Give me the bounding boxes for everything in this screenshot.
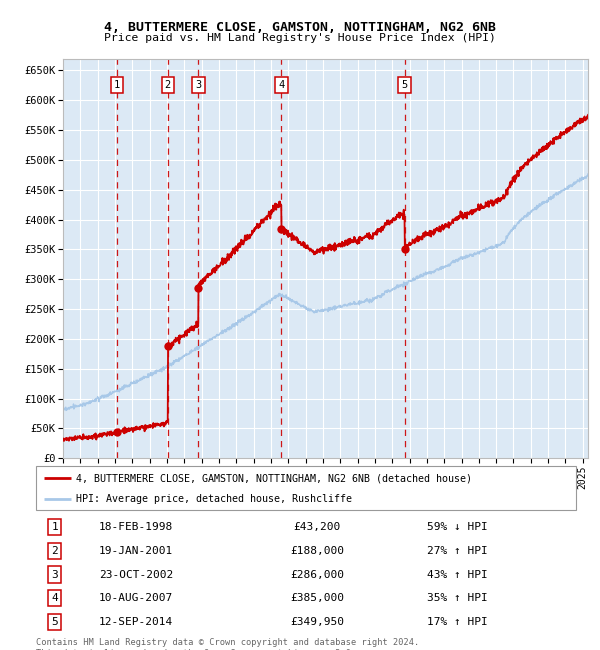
Text: 19-JAN-2001: 19-JAN-2001 bbox=[99, 546, 173, 556]
Text: 4: 4 bbox=[278, 81, 284, 90]
Text: 2: 2 bbox=[52, 546, 58, 556]
Text: £43,200: £43,200 bbox=[293, 523, 340, 532]
Text: 3: 3 bbox=[52, 569, 58, 580]
Text: 23-OCT-2002: 23-OCT-2002 bbox=[99, 569, 173, 580]
Text: 35% ↑ HPI: 35% ↑ HPI bbox=[427, 593, 488, 603]
Text: 3: 3 bbox=[195, 81, 202, 90]
Text: 4: 4 bbox=[52, 593, 58, 603]
Text: Contains HM Land Registry data © Crown copyright and database right 2024.
This d: Contains HM Land Registry data © Crown c… bbox=[36, 638, 419, 650]
FancyBboxPatch shape bbox=[36, 466, 576, 510]
Text: £349,950: £349,950 bbox=[290, 617, 344, 627]
Text: £385,000: £385,000 bbox=[290, 593, 344, 603]
Text: 59% ↓ HPI: 59% ↓ HPI bbox=[427, 523, 488, 532]
Text: 5: 5 bbox=[401, 81, 407, 90]
Text: £188,000: £188,000 bbox=[290, 546, 344, 556]
Text: 18-FEB-1998: 18-FEB-1998 bbox=[99, 523, 173, 532]
Text: 27% ↑ HPI: 27% ↑ HPI bbox=[427, 546, 488, 556]
Text: 1: 1 bbox=[114, 81, 120, 90]
Text: 43% ↑ HPI: 43% ↑ HPI bbox=[427, 569, 488, 580]
Text: HPI: Average price, detached house, Rushcliffe: HPI: Average price, detached house, Rush… bbox=[77, 494, 353, 504]
Text: 4, BUTTERMERE CLOSE, GAMSTON, NOTTINGHAM, NG2 6NB: 4, BUTTERMERE CLOSE, GAMSTON, NOTTINGHAM… bbox=[104, 21, 496, 34]
Text: 4, BUTTERMERE CLOSE, GAMSTON, NOTTINGHAM, NG2 6NB (detached house): 4, BUTTERMERE CLOSE, GAMSTON, NOTTINGHAM… bbox=[77, 473, 473, 484]
Text: £286,000: £286,000 bbox=[290, 569, 344, 580]
Text: 12-SEP-2014: 12-SEP-2014 bbox=[99, 617, 173, 627]
Text: 10-AUG-2007: 10-AUG-2007 bbox=[99, 593, 173, 603]
Text: 2: 2 bbox=[165, 81, 171, 90]
Text: 1: 1 bbox=[52, 523, 58, 532]
Text: Price paid vs. HM Land Registry's House Price Index (HPI): Price paid vs. HM Land Registry's House … bbox=[104, 33, 496, 43]
Text: 17% ↑ HPI: 17% ↑ HPI bbox=[427, 617, 488, 627]
Text: 5: 5 bbox=[52, 617, 58, 627]
